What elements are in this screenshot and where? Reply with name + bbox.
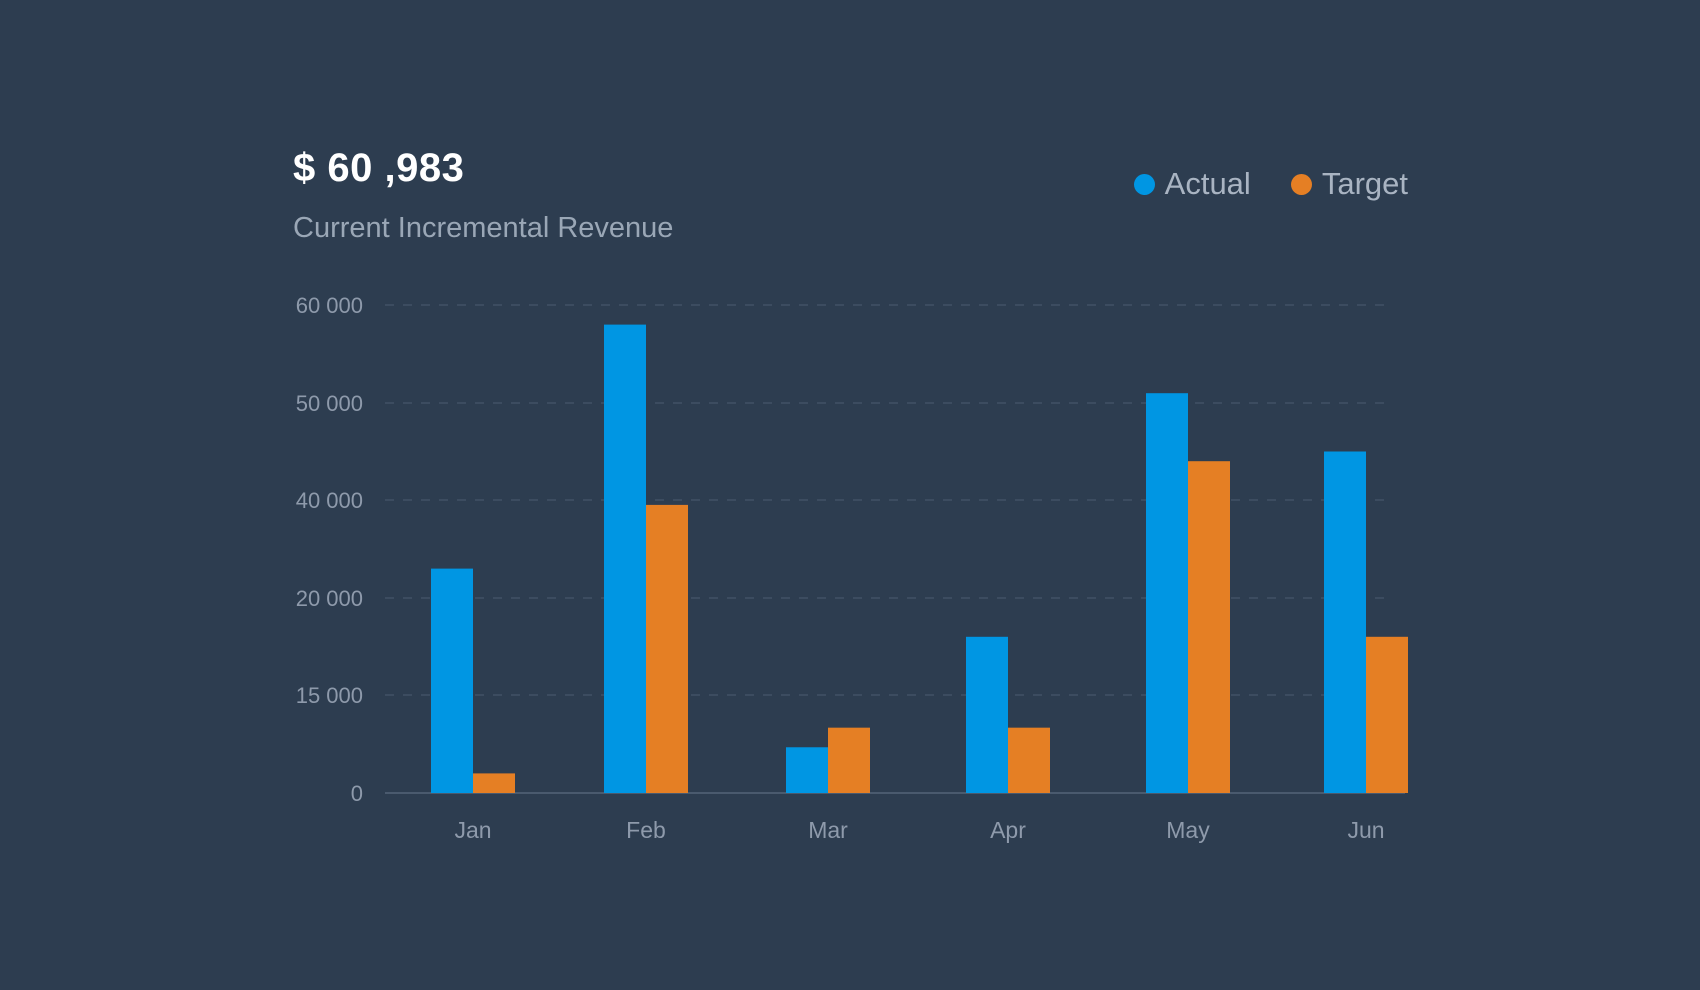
bar-actual-jan — [431, 568, 473, 793]
legend-item-actual[interactable]: Actual — [1133, 166, 1251, 202]
bar-target-jun — [1366, 636, 1408, 793]
bar-target-may — [1188, 461, 1230, 793]
x-tick-label: Jan — [454, 817, 491, 843]
y-tick-label: 60 000 — [296, 293, 363, 318]
legend-label-target: Target — [1321, 166, 1408, 201]
bar-target-apr — [1008, 727, 1050, 793]
legend-dot-target — [1290, 173, 1312, 195]
bar-actual-mar — [786, 747, 828, 793]
y-tick-label: 0 — [351, 781, 363, 806]
bar-actual-apr — [966, 636, 1008, 793]
y-tick-label: 15 000 — [296, 683, 363, 708]
legend-dot-actual — [1133, 173, 1155, 195]
bar-target-jan — [473, 773, 515, 793]
bar-actual-jun — [1324, 451, 1366, 793]
y-tick-label: 40 000 — [296, 488, 363, 513]
x-tick-label: Apr — [990, 817, 1026, 843]
x-tick-label: Jun — [1347, 817, 1384, 843]
y-tick-label: 20 000 — [296, 586, 363, 611]
legend-item-target[interactable]: Target — [1290, 166, 1408, 202]
bar-target-feb — [646, 504, 688, 793]
bar-target-mar — [828, 727, 870, 793]
revenue-subtitle: Current Incremental Revenue — [293, 212, 674, 244]
chart-legend: Actual Target — [1133, 166, 1408, 202]
bar-actual-may — [1146, 393, 1188, 793]
revenue-value: $ 60 ,983 — [293, 146, 465, 190]
x-tick-label: Mar — [808, 817, 848, 843]
bar-actual-feb — [604, 324, 646, 793]
y-tick-label: 50 000 — [296, 391, 363, 416]
x-tick-label: May — [1166, 817, 1210, 843]
legend-label-actual: Actual — [1164, 166, 1251, 201]
x-tick-label: Feb — [626, 817, 666, 843]
